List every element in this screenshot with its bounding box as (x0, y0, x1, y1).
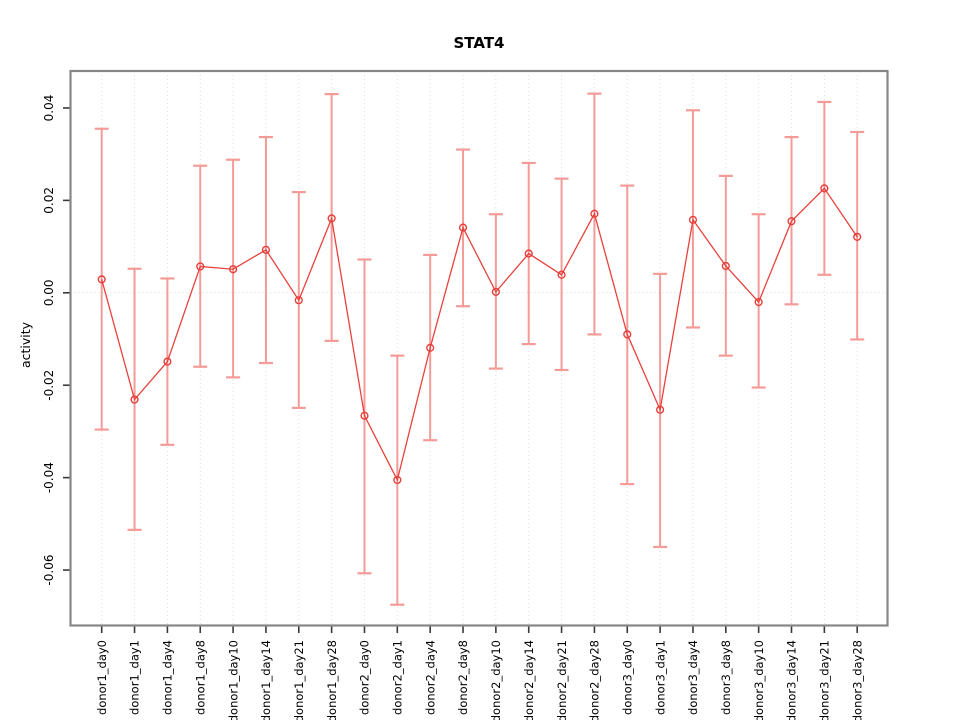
x-tick-label: donor1_day10 (226, 640, 240, 720)
x-tick-label: donor2_day28 (588, 640, 602, 720)
data-point (491, 287, 500, 296)
data-point (623, 330, 632, 339)
plot-frame (69, 69, 889, 627)
data-point (590, 209, 599, 218)
data-point (721, 261, 730, 271)
x-tick-label: donor1_day0 (95, 640, 109, 715)
data-point (557, 270, 566, 279)
y-tick-label: -0.04 (42, 462, 56, 493)
chart-title: STAT4 (454, 34, 505, 52)
x-tick-label: donor1_day8 (193, 640, 207, 715)
x-tick-label: donor2_day4 (423, 640, 437, 715)
x-tick-label: donor3_day8 (719, 640, 733, 715)
data-point (393, 475, 402, 485)
x-tick-label: donor2_day8 (456, 640, 470, 715)
x-tick-label: donor2_day21 (555, 640, 569, 720)
axis-ticks-and-labels: 0.04 0.02 0.00 -0.02 -0.04 -0.06 donor1_day0 do… (42, 95, 864, 720)
x-tick-label: donor1_day14 (259, 640, 273, 720)
data-point (656, 405, 665, 414)
y-tick-label: -0.06 (42, 555, 56, 586)
data-point (163, 357, 172, 366)
data-point (196, 262, 205, 271)
x-tick-label: donor3_day21 (818, 640, 832, 720)
x-tick-label: donor3_day28 (850, 640, 864, 720)
data-point (360, 411, 369, 420)
x-tick-label: donor2_day0 (358, 640, 372, 715)
data-point (787, 217, 796, 226)
y-tick-label: 0.02 (42, 187, 56, 214)
x-tick-label: donor1_day4 (161, 640, 175, 715)
x-tick-label: donor3_day1 (653, 640, 667, 715)
data-point (820, 184, 829, 193)
data-point (754, 297, 763, 307)
x-tick-label: donor1_day1 (128, 640, 142, 715)
series-line (101, 187, 858, 482)
x-tick-label: donor1_day28 (325, 640, 339, 720)
data-point (426, 343, 435, 352)
data-point (97, 275, 106, 284)
data-point (688, 215, 698, 224)
x-tick-label: donor3_day0 (620, 640, 634, 715)
data-point (458, 223, 468, 232)
data-point (294, 296, 303, 305)
x-tick-label: donor2_day14 (522, 640, 536, 720)
x-tick-label: donor1_day21 (292, 640, 306, 720)
data-point (130, 395, 139, 404)
gridlines (70, 71, 888, 626)
y-tick-label: -0.02 (42, 370, 56, 401)
x-tick-label: donor3_day4 (686, 640, 700, 715)
data-point (228, 265, 238, 274)
x-tick-label: donor3_day14 (785, 640, 799, 720)
x-tick-label: donor2_day1 (391, 640, 405, 715)
y-tick-label: 0.00 (42, 279, 56, 306)
data-series (97, 184, 862, 485)
error-bars (94, 92, 865, 606)
x-tick-label: donor2_day10 (489, 640, 503, 720)
data-point (524, 249, 533, 258)
data-point (853, 232, 862, 241)
y-axis-label: activity (18, 321, 33, 368)
x-tick-label: donor3_day10 (752, 640, 766, 720)
data-point (327, 214, 336, 223)
y-tick-label: 0.04 (42, 95, 56, 122)
data-point (261, 245, 271, 254)
